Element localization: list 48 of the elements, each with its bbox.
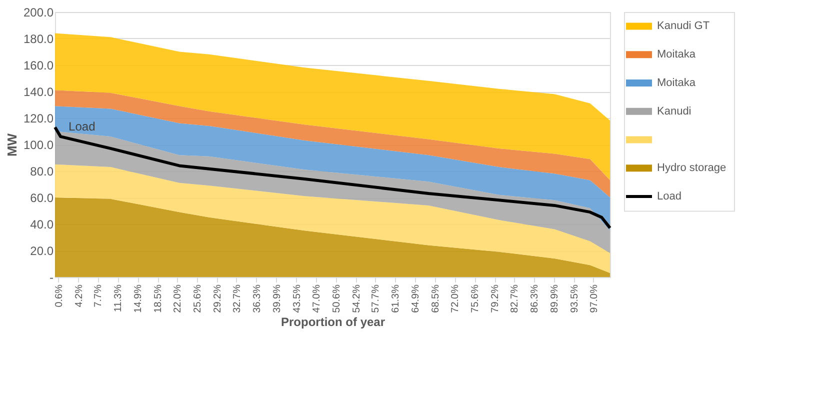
y-tick-label: -	[50, 270, 54, 284]
y-tick-label: 20.0	[30, 244, 54, 258]
x-tick-label: 7.7%	[93, 284, 104, 308]
x-tick-label: 11.3%	[113, 284, 124, 312]
x-tick-label: 50.6%	[331, 284, 342, 313]
legend-label: Hydro storage	[657, 162, 726, 174]
x-tick-label: 57.7%	[370, 284, 382, 313]
x-tick-label: 47.0%	[311, 284, 322, 313]
legend-label: Load	[657, 190, 682, 203]
y-tick-label: 100.0	[23, 138, 54, 152]
x-tick-label: 64.9%	[410, 284, 422, 313]
x-tick-label: 97.0%	[588, 284, 600, 313]
legend-label: Moitaka	[657, 48, 696, 61]
x-tick-label: 82.7%	[509, 284, 520, 313]
y-tick-label: 80.0	[30, 164, 54, 178]
y-tick-label: 120.0	[23, 112, 54, 126]
legend-label: Kanudi	[657, 105, 692, 118]
y-tick-label: 40.0	[30, 218, 54, 232]
x-tick-label: 4.2%	[74, 284, 85, 308]
y-tick-label: 200.0	[23, 6, 54, 20]
x-tick-label: 61.3%	[390, 284, 402, 313]
x-tick-label: 36.3%	[252, 284, 263, 313]
x-tick-label: 93.5%	[569, 284, 580, 313]
x-tick-label: 68.5%	[430, 284, 442, 313]
x-axis-title: Proportion of year	[280, 314, 386, 329]
x-tick-label: 43.5%	[292, 284, 303, 313]
x-tick-label: 39.9%	[272, 284, 283, 313]
x-tick-label: 29.2%	[212, 284, 224, 313]
y-tick-label: 180.0	[23, 32, 54, 46]
x-tick-label: 18.5%	[153, 284, 164, 313]
annotation: Load	[68, 120, 96, 134]
x-tick-label: 25.6%	[192, 284, 204, 313]
x-tick-label: 89.9%	[549, 284, 560, 313]
x-tick-label: 86.3%	[529, 284, 540, 313]
legend-label: Kanudi GT	[657, 20, 710, 32]
x-tick-label: 75.6%	[470, 284, 482, 313]
y-tick-label: 160.0	[23, 58, 54, 72]
y-tick-label: 140.0	[23, 85, 54, 99]
x-tick-label: 54.2%	[351, 284, 362, 313]
x-tick-label: 22.0%	[172, 284, 184, 313]
y-axis-title: MW	[4, 132, 20, 157]
y-tick-label: 60.0	[30, 191, 54, 205]
x-tick-label: 79.2%	[490, 284, 502, 313]
x-tick-label: 0.6%	[54, 284, 65, 308]
x-tick-label: 72.0%	[450, 284, 462, 313]
x-tick-label: 14.9%	[133, 284, 144, 313]
x-tick-label: 32.7%	[232, 284, 243, 313]
legend-label: Moitaka	[657, 76, 696, 89]
